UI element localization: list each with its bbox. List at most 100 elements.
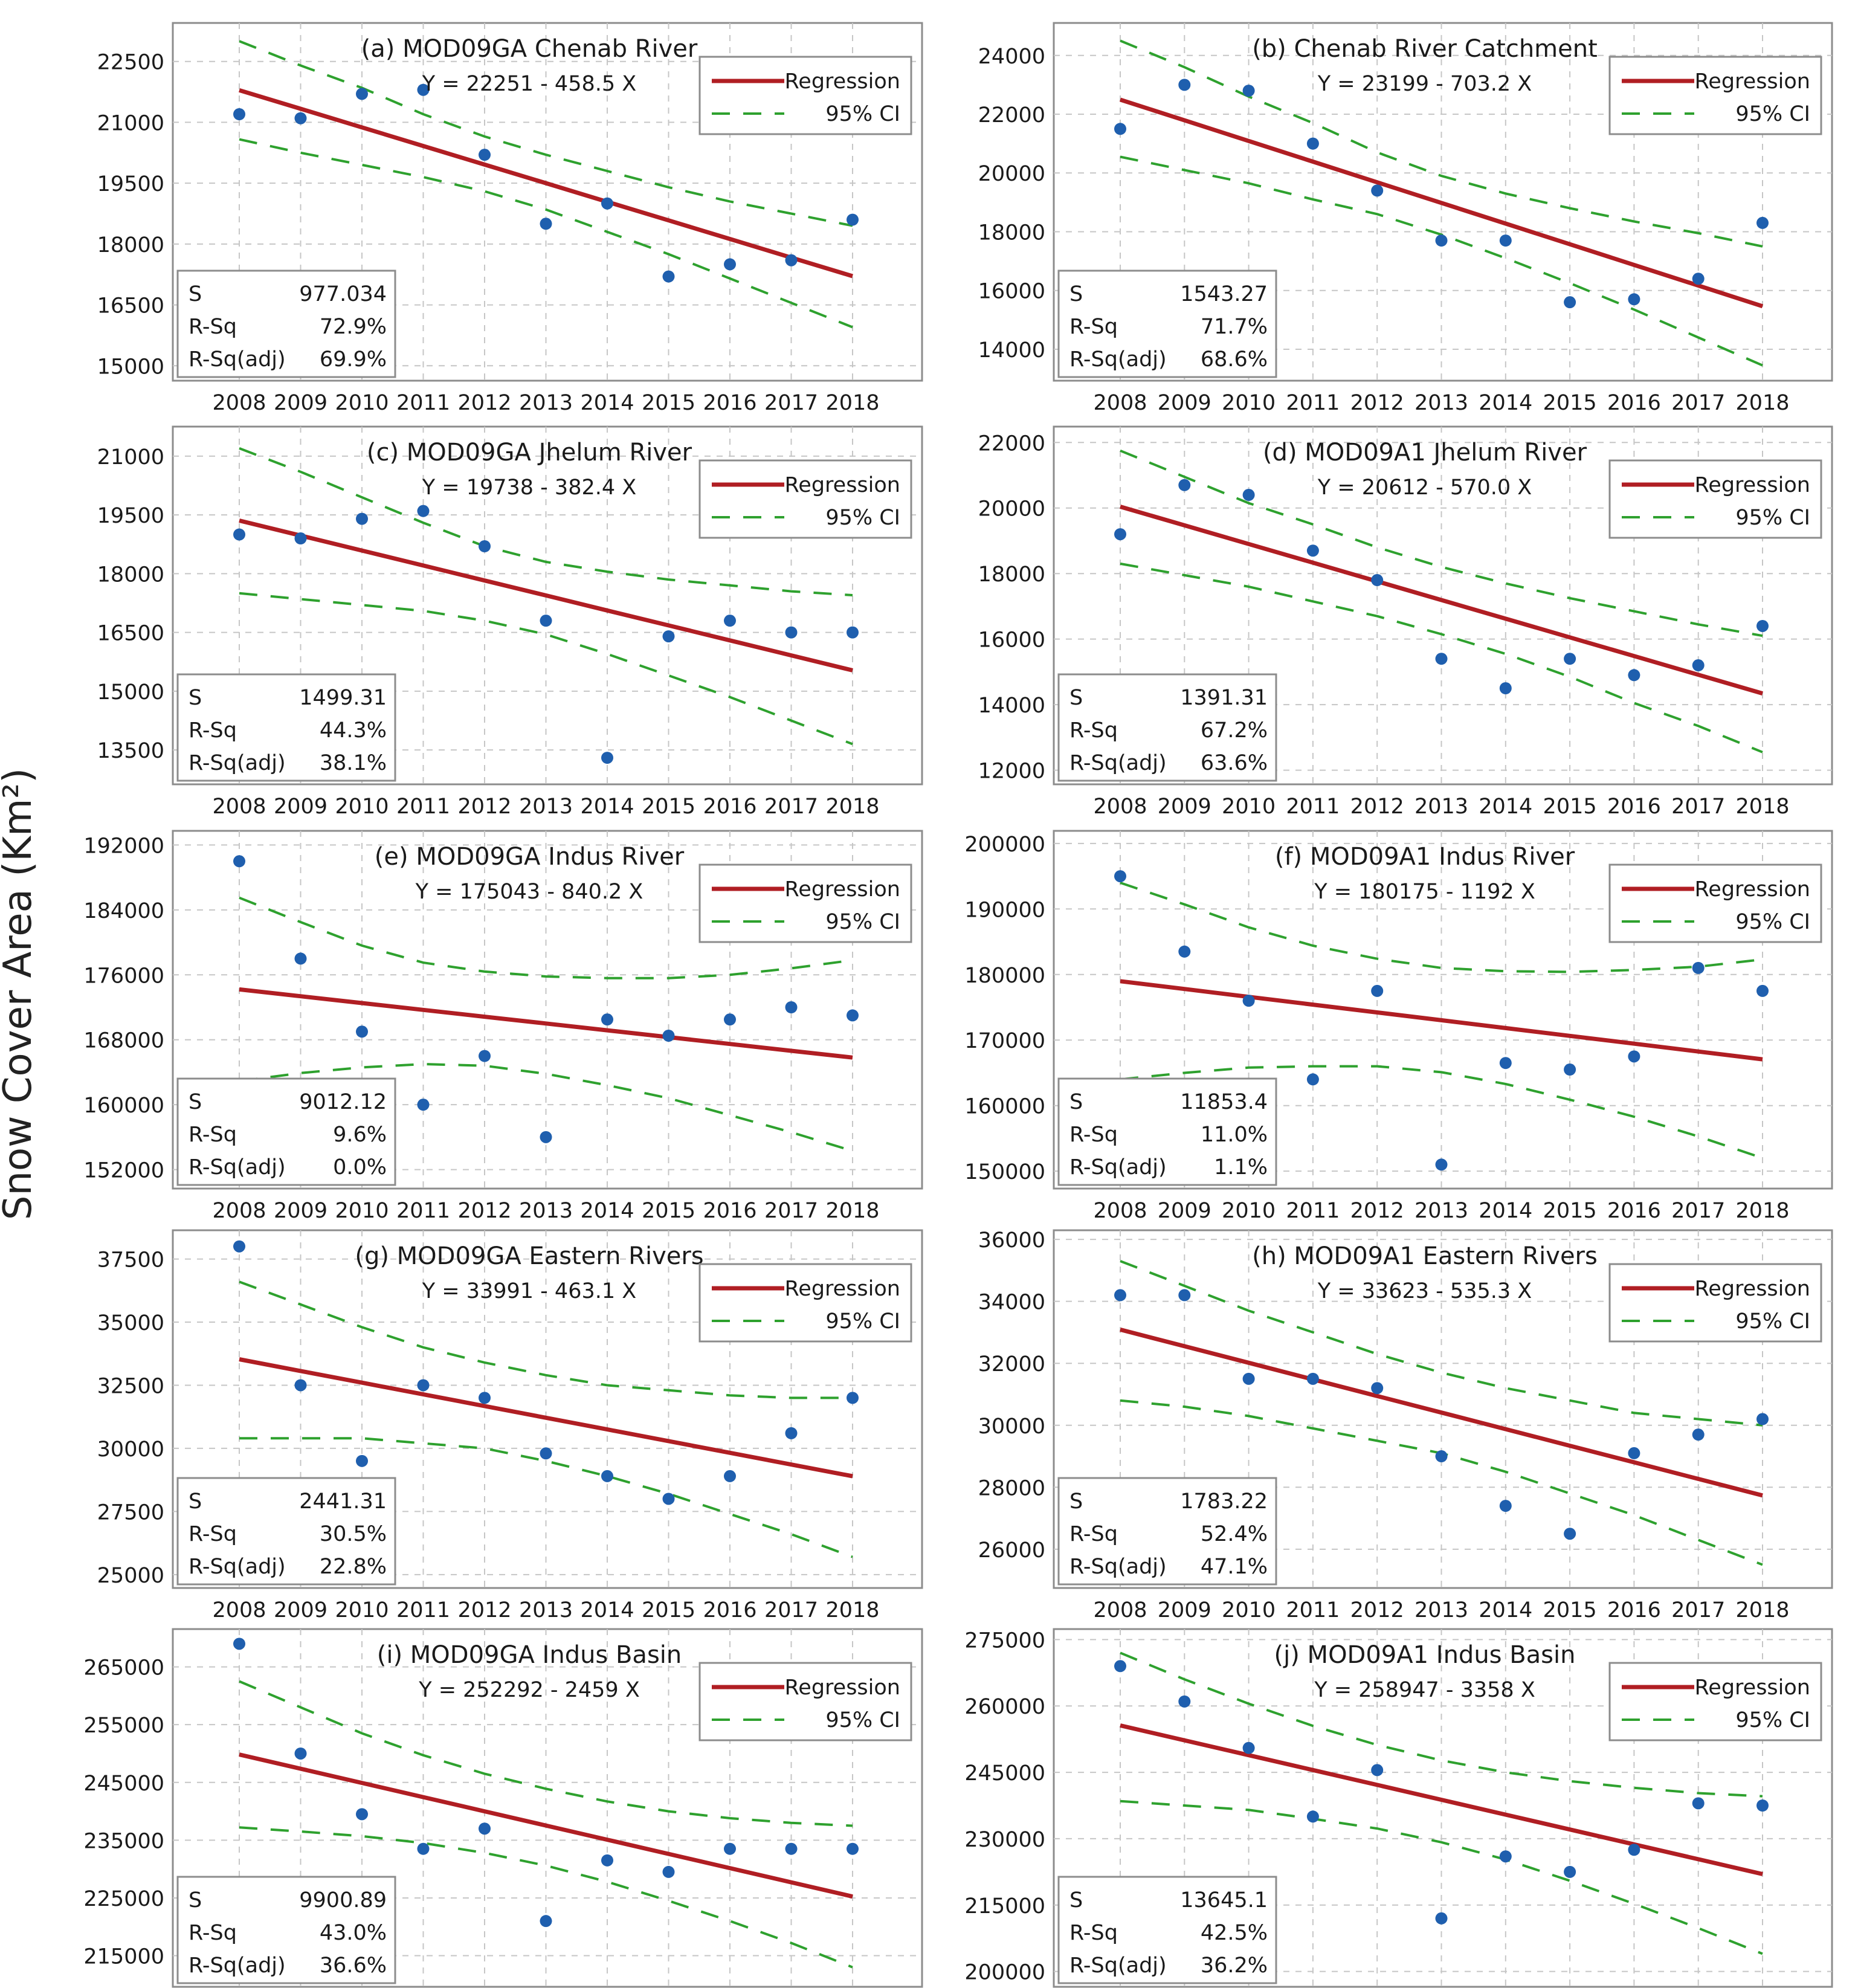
y-tick-label: 200000 — [964, 833, 1045, 857]
x-tick-label: 2014 — [1479, 1598, 1532, 1622]
y-tick-label: 275000 — [964, 1628, 1045, 1653]
x-tick-label: 2011 — [1286, 391, 1340, 415]
regression-line — [239, 518, 853, 673]
data-point — [724, 615, 736, 627]
x-tick-label: 2008 — [1093, 1199, 1147, 1223]
y-tick-label: 24000 — [978, 45, 1045, 69]
regression-equation: Y = 23199 - 703.2 X — [1317, 72, 1532, 96]
data-point — [356, 1025, 368, 1038]
data-point — [1242, 85, 1255, 97]
data-point — [1628, 1050, 1640, 1063]
x-tick-label: 2009 — [1158, 795, 1211, 819]
stats-label: S — [1069, 686, 1083, 710]
stats-label: R-Sq — [1069, 1522, 1118, 1546]
data-point — [1692, 273, 1705, 285]
x-tick-label: 2015 — [642, 795, 695, 819]
y-tick-label: 16500 — [97, 622, 164, 646]
y-tick-label: 192000 — [83, 834, 164, 858]
data-point — [1242, 995, 1255, 1007]
data-point — [1114, 1289, 1126, 1302]
panel-b: 24000 22000 20000 18000 16000 14000 2008 2009 20… — [978, 22, 1833, 415]
y-tick-label: 35000 — [97, 1311, 164, 1335]
stats-value: 68.6% — [1201, 347, 1268, 372]
x-tick-label: 2016 — [1607, 1598, 1661, 1622]
y-tick-label: 168000 — [83, 1029, 164, 1053]
stats-label: R-Sq — [1069, 1921, 1118, 1945]
stats-label: R-Sq(adj) — [1069, 1954, 1167, 1978]
data-point — [1114, 870, 1126, 883]
y-tick-label: 160000 — [964, 1095, 1045, 1119]
legend-box — [1608, 863, 1822, 943]
data-point — [785, 1842, 798, 1855]
stats-value: 43.0% — [320, 1921, 387, 1945]
data-point — [662, 1865, 675, 1878]
legend-ci-label: 95% CI — [1735, 1708, 1810, 1732]
ci-upper-line — [239, 896, 853, 979]
y-tick-label: 184000 — [83, 899, 164, 923]
data-point — [1628, 1844, 1640, 1856]
y-tick-label: 265000 — [83, 1656, 164, 1680]
ci-lower-line — [1120, 1799, 1763, 1955]
data-point — [1499, 1057, 1512, 1070]
stats-box — [176, 673, 396, 782]
y-tick-label: 225000 — [83, 1887, 164, 1911]
stats-label: R-Sq — [189, 315, 237, 339]
x-tick-label: 2015 — [1543, 1598, 1597, 1622]
stats-label: R-Sq(adj) — [1069, 751, 1167, 775]
stats-label: S — [1069, 282, 1083, 306]
stats-label: S — [1069, 1090, 1083, 1114]
data-point — [847, 1392, 859, 1404]
x-tick-label: 2016 — [703, 391, 756, 415]
data-point — [601, 752, 613, 764]
stats-value: 11853.4 — [1180, 1090, 1268, 1114]
stats-box — [1057, 1077, 1277, 1186]
regression-equation: Y = 33623 - 535.3 X — [1317, 1279, 1532, 1303]
data-point — [1306, 1073, 1319, 1086]
data-point — [479, 1050, 491, 1062]
data-point — [1692, 1797, 1705, 1810]
y-tick-label: 20000 — [978, 497, 1045, 521]
x-tick-label: 2010 — [1222, 1199, 1276, 1223]
data-point — [724, 1470, 736, 1482]
stats-label: R-Sq — [1069, 1123, 1118, 1147]
legend-ci-label: 95% CI — [825, 910, 900, 934]
data-point — [540, 1131, 552, 1143]
stats-box — [1057, 1477, 1277, 1586]
legend-regression-label: Regression — [785, 473, 900, 497]
x-tick-label: 2016 — [703, 795, 756, 819]
y-tick-label: 170000 — [964, 1029, 1045, 1053]
data-point — [233, 528, 245, 541]
data-point — [1628, 669, 1640, 682]
panel-f: 200000 190000 180000 170000 160000 150000 2008… — [964, 830, 1833, 1223]
regression-equation: Y = 252292 - 2459 X — [418, 1678, 640, 1702]
y-tick-label: 235000 — [83, 1829, 164, 1853]
stats-value: 30.5% — [320, 1522, 387, 1546]
data-point — [1178, 79, 1191, 91]
legend-box — [1608, 459, 1822, 539]
stats-value: 72.9% — [320, 315, 387, 339]
stats-value: 36.6% — [320, 1954, 387, 1978]
stats-label: S — [1069, 1888, 1083, 1912]
x-tick-label: 2014 — [1479, 391, 1532, 415]
stats-label: S — [1069, 1489, 1083, 1514]
y-tick-label: 245000 — [964, 1761, 1045, 1786]
stats-box — [176, 1876, 396, 1984]
regression-equation: Y = 33991 - 463.1 X — [422, 1279, 636, 1303]
data-point — [294, 532, 307, 545]
x-tick-label: 2008 — [212, 1199, 266, 1223]
data-point — [601, 1013, 613, 1026]
x-tick-label: 2012 — [1350, 1598, 1404, 1622]
data-point — [724, 1013, 736, 1026]
data-point — [847, 1009, 859, 1022]
legend-ci-label: 95% CI — [1735, 506, 1810, 530]
x-tick-label: 2011 — [1286, 795, 1340, 819]
regression-line — [1120, 979, 1763, 1062]
panel-g: 37500 35000 32500 30000 27500 25000 2008 2009 20… — [97, 1229, 923, 1622]
data-point — [1756, 984, 1769, 997]
panel-title: (g) MOD09GA Eastern Rivers — [355, 1242, 703, 1270]
y-tick-label: 200000 — [964, 1961, 1045, 1985]
legend-regression-label: Regression — [785, 1676, 900, 1700]
data-point — [785, 626, 798, 639]
x-tick-label: 2009 — [274, 795, 327, 819]
legend-ci-label: 95% CI — [1735, 910, 1810, 934]
